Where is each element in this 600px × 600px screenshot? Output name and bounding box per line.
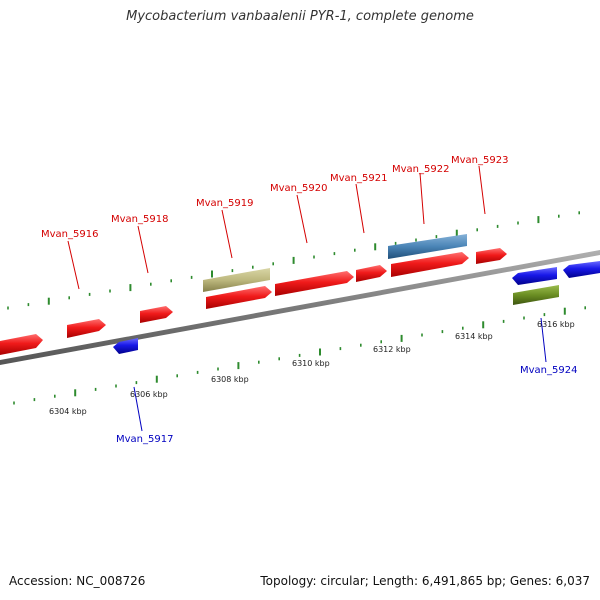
gene-arrow-mvan-5923[interactable]	[476, 248, 507, 264]
gene-label-mvan-5924: Mvan_5924	[520, 365, 577, 376]
feature-olive-block[interactable]	[513, 285, 559, 305]
genome-backbone	[0, 250, 600, 365]
feature-tan-block[interactable]	[203, 268, 270, 292]
forward-strand-genes	[0, 248, 507, 355]
gene-label-mvan-5922: Mvan_5922	[392, 164, 449, 175]
map-title: Mycobacterium vanbaalenii PYR-1, complet…	[126, 9, 474, 24]
feature-steel-blue-block[interactable]	[388, 234, 467, 259]
kbp-label-6316: 6316 kbp	[537, 320, 575, 329]
gene-arrow-mvan-5915[interactable]	[0, 334, 43, 355]
gene-arrow-mvan-5922[interactable]	[391, 252, 469, 277]
leader-mvan-5921	[355, 183, 365, 234]
leader-mvan-5917	[133, 386, 143, 432]
leader-mvan-5924	[540, 317, 547, 363]
gene-arrow-mvan-5920[interactable]	[275, 271, 354, 296]
outer-tick-row	[7, 211, 581, 310]
leader-mvan-5920	[296, 194, 308, 244]
leader-mvan-5923	[478, 165, 486, 215]
reverse-strand-genes	[113, 261, 600, 354]
inner-tick-row	[13, 306, 587, 405]
gene-label-mvan-5916: Mvan_5916	[41, 229, 98, 240]
gene-arrow-mvan-5917[interactable]	[113, 338, 138, 354]
gene-label-mvan-5921: Mvan_5921	[330, 173, 387, 184]
leader-mvan-5919	[221, 209, 233, 259]
forward-label-leaders	[67, 165, 486, 290]
gene-arrow-mvan-5919[interactable]	[206, 286, 272, 309]
gene-arrow-mvan-5924[interactable]	[512, 267, 557, 285]
kbp-label-6304: 6304 kbp	[49, 407, 87, 416]
gene-arrow-mvan-5916[interactable]	[67, 319, 106, 338]
kbp-label-6312: 6312 kbp	[373, 345, 411, 354]
gene-label-mvan-5917: Mvan_5917	[116, 434, 173, 445]
gene-arrow-mvan-5918[interactable]	[140, 306, 173, 323]
gene-arrow-mvan-5921[interactable]	[356, 265, 387, 282]
accession-text: Accession: NC_008726	[9, 574, 146, 588]
gene-label-mvan-5920: Mvan_5920	[270, 183, 327, 194]
gene-label-mvan-5918: Mvan_5918	[111, 214, 168, 225]
gene-label-mvan-5919: Mvan_5919	[196, 198, 253, 209]
gene-label-mvan-5923: Mvan_5923	[451, 155, 508, 166]
kbp-label-6314: 6314 kbp	[455, 332, 493, 341]
kbp-label-6306: 6306 kbp	[130, 390, 168, 399]
kbp-label-6310: 6310 kbp	[292, 359, 330, 368]
kbp-label-6308: 6308 kbp	[211, 375, 249, 384]
genome-stats-text: Topology: circular; Length: 6,491,865 bp…	[260, 574, 590, 588]
gene-arrow-mvan-5925[interactable]	[563, 261, 600, 278]
leader-mvan-5922	[419, 172, 425, 225]
leader-mvan-5918	[137, 225, 149, 274]
leader-mvan-5916	[67, 240, 80, 290]
reverse-label-leaders	[133, 317, 547, 432]
